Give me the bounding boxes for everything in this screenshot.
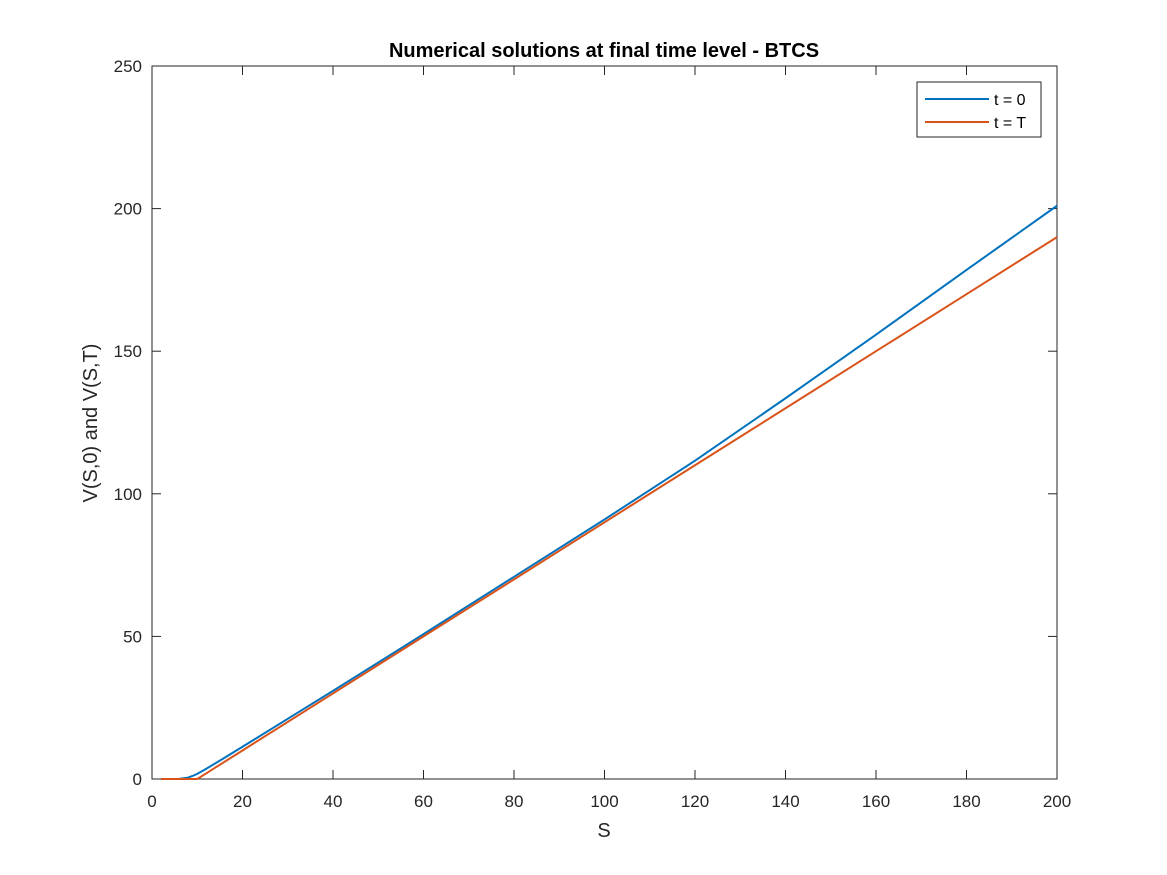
x-tick-label: 100 [590, 792, 618, 811]
legend-label-t-0: t = 0 [994, 92, 1026, 109]
x-tick-label: 20 [233, 792, 252, 811]
x-tick-label: 180 [952, 792, 980, 811]
y-tick-label: 150 [114, 342, 142, 361]
x-tick-label: 120 [681, 792, 709, 811]
y-axis-label: V(S,0) and V(S,T) [80, 344, 102, 503]
x-axis-label: S [597, 820, 610, 842]
x-tick-label: 160 [862, 792, 890, 811]
x-tick-label: 40 [324, 792, 343, 811]
y-tick-label: 100 [114, 485, 142, 504]
y-tick-label: 250 [114, 57, 142, 76]
axes-box [152, 66, 1057, 779]
y-tick-label: 200 [114, 200, 142, 219]
legend: t = 0 t = T [917, 82, 1041, 137]
y-tick-label: 0 [133, 770, 142, 789]
x-tick-label: 60 [414, 792, 433, 811]
x-tick-label: 200 [1043, 792, 1071, 811]
x-tick-label: 0 [147, 792, 156, 811]
chart-title: Numerical solutions at final time level … [389, 40, 819, 62]
y-tick-label: 50 [123, 627, 142, 646]
x-tick-label: 140 [771, 792, 799, 811]
legend-label-t-T: t = T [994, 115, 1026, 132]
x-tick-label: 80 [505, 792, 524, 811]
